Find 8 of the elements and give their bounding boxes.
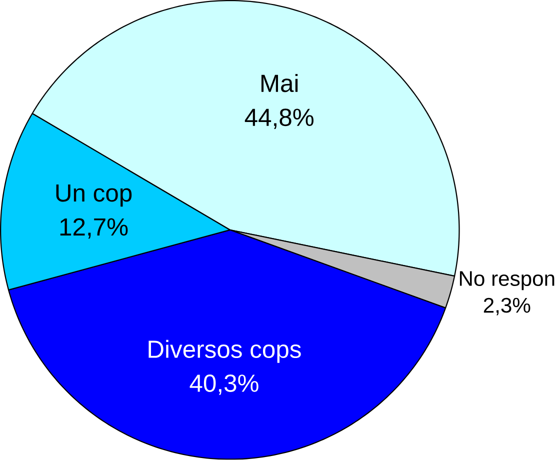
- slice-label: Un cop: [56, 184, 132, 207]
- data-label: 2,3%: [484, 298, 530, 316]
- data-label: 40,3%: [190, 374, 258, 395]
- data-label: 12,7%: [60, 218, 128, 239]
- slice-label: Diversos cops: [148, 340, 301, 363]
- data-label: 44,8%: [244, 108, 314, 130]
- slice-label: No respon: [460, 271, 554, 290]
- slice-label: Mai: [261, 74, 298, 92]
